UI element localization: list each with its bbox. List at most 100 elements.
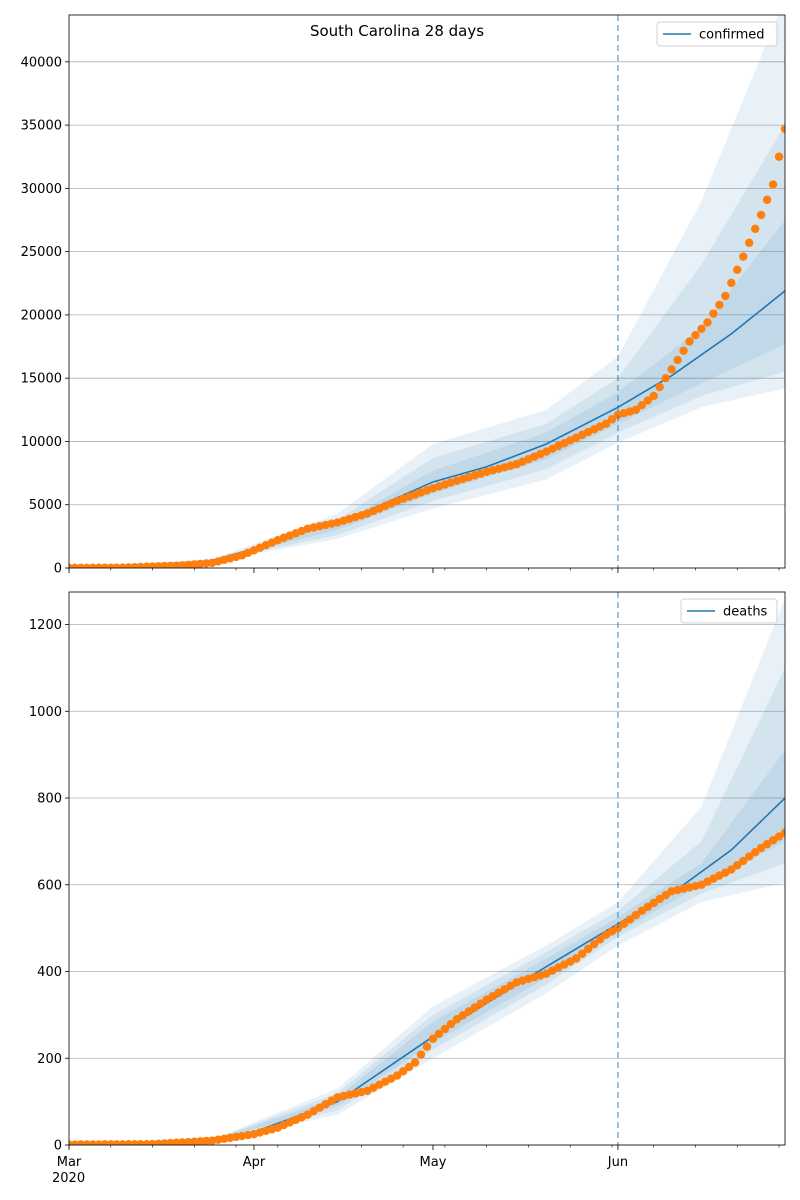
y-tick-label: 200	[37, 1052, 62, 1067]
observed-point	[619, 919, 629, 928]
observed-point	[458, 1011, 467, 1020]
observed-point	[661, 890, 670, 900]
observed-point	[762, 839, 772, 849]
observed-point	[607, 415, 617, 424]
observed-point	[589, 939, 599, 949]
observed-point	[715, 300, 724, 309]
legend: deaths	[680, 598, 778, 624]
observed-point	[721, 291, 730, 301]
y-tick-label: 5000	[29, 498, 62, 513]
x-tick-label: Mar	[57, 1155, 82, 1170]
observed-point	[631, 405, 641, 415]
legend-box	[680, 598, 778, 624]
y-tick-label: 35000	[21, 119, 62, 134]
observed-point	[577, 949, 587, 958]
observed-point	[745, 852, 754, 861]
observed-point	[416, 1050, 426, 1059]
observed-point	[768, 180, 778, 189]
observed-point	[745, 238, 754, 247]
observed-point	[756, 210, 766, 220]
observed-point	[727, 278, 736, 288]
plot-area	[69, 15, 785, 568]
x-tick-label: May	[420, 1155, 447, 1170]
observed-point	[196, 1137, 205, 1145]
uncertainty-band	[69, 125, 785, 568]
observed-point	[709, 309, 718, 318]
x-tick-label: Jun	[607, 1155, 628, 1170]
observed-point	[434, 1029, 444, 1039]
observed-point	[440, 1024, 450, 1034]
observed-point	[661, 373, 670, 383]
observed-point	[733, 861, 742, 870]
observed-point	[667, 365, 676, 374]
observed-point	[691, 330, 700, 340]
legend-box	[656, 21, 778, 47]
observed-point	[428, 1034, 438, 1043]
y-tick-label: 25000	[21, 245, 62, 260]
y-tick-label: 1200	[29, 618, 62, 633]
y-tick-label: 30000	[21, 182, 62, 197]
observed-point	[673, 355, 682, 365]
y-tick-label: 400	[37, 965, 62, 980]
observed-point	[190, 560, 199, 568]
plot-area	[69, 598, 785, 1145]
confirmed-panel: 0 5000 10000 15000 20000 25000 30000 35000 40000…	[21, 14, 786, 577]
observed-point	[703, 318, 712, 327]
observed-point	[739, 252, 748, 261]
observed-point	[774, 832, 784, 841]
observed-point	[643, 396, 652, 405]
observed-point	[649, 898, 658, 908]
observed-point	[774, 152, 784, 161]
observed-point	[631, 910, 641, 920]
observed-point	[452, 1015, 462, 1024]
chart-title: South Carolina 28 days	[310, 22, 484, 40]
legend-label: confirmed	[699, 28, 765, 43]
observed-point	[410, 1058, 420, 1067]
y-tick-label: 15000	[21, 372, 62, 387]
observed-point	[733, 265, 742, 274]
y-tick-label: 10000	[21, 435, 62, 450]
observed-point	[649, 391, 658, 401]
y-tick-label: 1000	[29, 705, 62, 720]
observed-point	[595, 935, 605, 944]
legend: confirmed	[656, 21, 778, 47]
observed-point	[762, 195, 772, 204]
observed-point	[739, 856, 748, 866]
observed-point	[571, 954, 581, 963]
y-tick-label: 40000	[21, 55, 62, 70]
observed-point	[184, 560, 193, 568]
observed-point	[404, 1062, 414, 1072]
observed-point	[625, 915, 635, 924]
observed-point	[685, 337, 694, 346]
observed-point	[476, 999, 485, 1008]
uncertainty-band	[69, 15, 785, 568]
observed-point	[398, 1067, 408, 1076]
observed-point	[750, 224, 760, 234]
observed-point	[202, 1136, 211, 1145]
uncertainty-band	[69, 598, 785, 1145]
observed-point	[422, 1042, 432, 1051]
observed-point	[679, 346, 688, 355]
observed-point	[613, 923, 623, 933]
observed-point	[756, 843, 766, 853]
y-tick-label: 800	[37, 792, 62, 807]
axes-frame	[68, 14, 786, 569]
axes-frame	[68, 591, 786, 1146]
uncertainty-band	[69, 750, 785, 1145]
observed-point	[697, 324, 706, 334]
y-tick-label: 0	[54, 1139, 62, 1154]
observed-point	[470, 1003, 479, 1012]
observed-point	[637, 400, 646, 410]
x-tick-label: Apr	[243, 1155, 266, 1170]
observed-point	[655, 382, 664, 392]
y-tick-label: 0	[54, 562, 62, 577]
y-tick-label: 600	[37, 878, 62, 893]
observed-point	[655, 894, 664, 904]
x-tick-label: 2020	[52, 1171, 85, 1186]
observed-point	[727, 865, 736, 874]
y-tick-label: 20000	[21, 308, 62, 323]
observed-point	[583, 944, 593, 954]
observed-point	[464, 1007, 473, 1016]
observed-point	[780, 124, 785, 134]
